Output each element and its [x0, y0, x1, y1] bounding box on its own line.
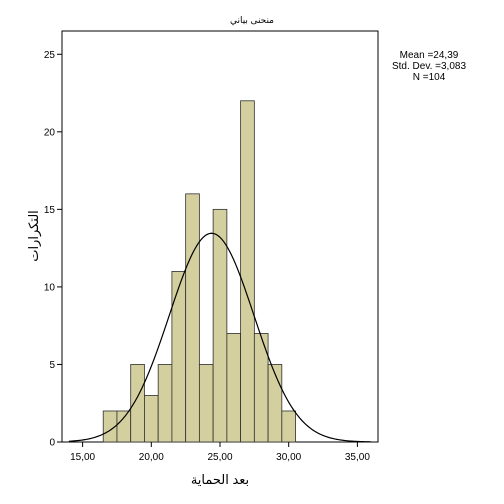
stat-std-dev: Std. Dev. =3,083	[391, 61, 467, 72]
y-tick-label: 25	[44, 50, 56, 61]
stat-mean: Mean =24,39	[399, 50, 459, 61]
x-tick-label: 15,00	[70, 452, 95, 463]
y-tick-label: 5	[49, 360, 55, 371]
x-tick-label: 25,00	[207, 452, 232, 463]
histogram-bar	[198, 364, 214, 443]
histogram-bar	[267, 364, 283, 443]
x-axis-ticks: 15,00 20,00 25,00 30,00 35,00	[70, 442, 370, 463]
y-tick-label: 15	[44, 205, 56, 216]
statistics-box: Mean =24,39 Std. Dev. =3,083 N =104	[384, 50, 474, 83]
normal-curve	[68, 232, 372, 443]
histogram-bars	[102, 100, 296, 443]
histogram-bar	[240, 100, 255, 443]
y-tick-label: 0	[49, 438, 55, 449]
y-axis-ticks: 0 5 10 15 20 25	[44, 50, 62, 449]
x-tick-label: 35,00	[345, 452, 370, 463]
histogram-bar	[130, 364, 145, 443]
histogram-bar	[171, 270, 187, 443]
histogram-bar	[185, 193, 200, 443]
x-tick-label: 30,00	[276, 452, 301, 463]
histogram-bar	[116, 410, 132, 443]
chart-title: منحنى بياني	[230, 15, 274, 25]
histogram-bar	[157, 364, 173, 443]
y-tick-label: 10	[44, 282, 56, 293]
histogram-bar	[281, 410, 296, 443]
y-tick-label: 20	[44, 127, 56, 138]
y-axis-label: التكرارات	[26, 210, 42, 262]
histogram-bar	[226, 333, 242, 443]
histogram-bar	[144, 395, 159, 443]
stat-n: N =104	[412, 72, 446, 83]
x-tick-label: 20,00	[139, 452, 164, 463]
x-axis-label: بعد الحماية	[191, 472, 249, 487]
histogram-bar	[212, 208, 228, 443]
